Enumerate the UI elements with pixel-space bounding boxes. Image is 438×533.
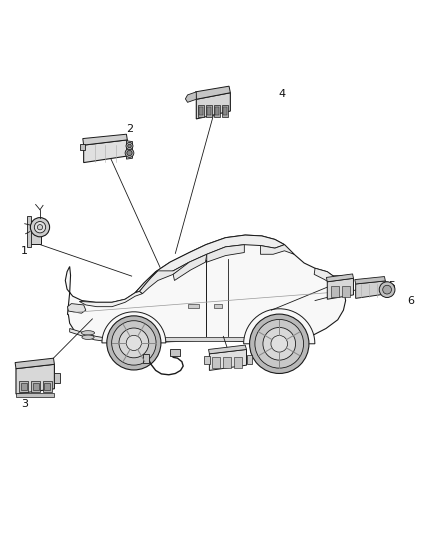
Ellipse shape <box>81 330 95 335</box>
Bar <box>21 383 27 391</box>
Bar <box>188 304 199 308</box>
Polygon shape <box>30 221 41 244</box>
Bar <box>223 357 231 368</box>
Polygon shape <box>15 358 54 369</box>
Bar <box>331 286 339 297</box>
Polygon shape <box>102 312 166 343</box>
Bar <box>43 381 52 392</box>
Polygon shape <box>127 141 133 159</box>
Polygon shape <box>16 364 54 394</box>
Polygon shape <box>356 281 385 298</box>
Polygon shape <box>355 277 385 284</box>
Circle shape <box>255 319 304 368</box>
Text: 6: 6 <box>408 296 415 306</box>
Bar <box>206 104 212 117</box>
Circle shape <box>37 224 42 230</box>
Polygon shape <box>84 140 127 163</box>
Circle shape <box>263 327 296 360</box>
Bar <box>332 275 342 290</box>
Bar <box>214 304 223 308</box>
Bar <box>215 107 219 116</box>
Circle shape <box>128 144 131 148</box>
Polygon shape <box>65 235 346 344</box>
Polygon shape <box>173 254 207 280</box>
Text: 5: 5 <box>388 281 395 291</box>
Polygon shape <box>244 309 315 344</box>
Bar <box>31 381 40 392</box>
Bar <box>16 393 54 398</box>
Ellipse shape <box>82 335 94 340</box>
Bar <box>223 107 227 116</box>
Bar <box>170 349 180 356</box>
Circle shape <box>271 335 288 352</box>
Polygon shape <box>314 268 343 293</box>
Bar <box>80 144 85 150</box>
Circle shape <box>107 316 161 370</box>
Bar <box>212 357 220 368</box>
Circle shape <box>34 222 46 233</box>
Text: 4: 4 <box>279 89 286 99</box>
Circle shape <box>250 314 309 374</box>
Bar <box>143 354 149 364</box>
Circle shape <box>119 328 149 358</box>
Polygon shape <box>195 86 230 99</box>
Polygon shape <box>79 292 143 306</box>
Circle shape <box>126 335 141 351</box>
Bar <box>54 374 60 383</box>
Bar <box>247 355 252 364</box>
Circle shape <box>379 282 395 297</box>
Polygon shape <box>67 304 86 313</box>
Bar <box>27 216 31 247</box>
Circle shape <box>383 285 392 294</box>
Bar <box>342 286 350 297</box>
Polygon shape <box>209 350 247 370</box>
Polygon shape <box>261 245 294 254</box>
Bar <box>44 383 50 391</box>
Polygon shape <box>327 278 353 299</box>
Polygon shape <box>207 245 244 262</box>
Polygon shape <box>132 337 258 341</box>
Circle shape <box>127 150 132 156</box>
Bar <box>222 104 228 117</box>
Bar <box>204 356 210 364</box>
Polygon shape <box>83 134 127 145</box>
Polygon shape <box>326 274 353 282</box>
Polygon shape <box>208 345 247 354</box>
Bar <box>234 357 242 368</box>
Bar <box>19 381 28 392</box>
Polygon shape <box>140 262 189 294</box>
Bar <box>214 104 220 117</box>
Circle shape <box>112 321 156 365</box>
Polygon shape <box>70 328 118 343</box>
Circle shape <box>30 217 49 237</box>
Circle shape <box>126 142 133 149</box>
Bar <box>207 107 211 116</box>
Text: 2: 2 <box>126 124 133 134</box>
Text: 1: 1 <box>21 246 28 256</box>
Polygon shape <box>196 93 230 119</box>
Bar <box>198 104 204 117</box>
Text: 7: 7 <box>281 358 288 368</box>
Circle shape <box>125 149 134 157</box>
Bar <box>199 107 203 116</box>
Text: 3: 3 <box>21 399 28 409</box>
Polygon shape <box>185 92 196 102</box>
Polygon shape <box>135 235 285 293</box>
Bar <box>32 383 39 391</box>
